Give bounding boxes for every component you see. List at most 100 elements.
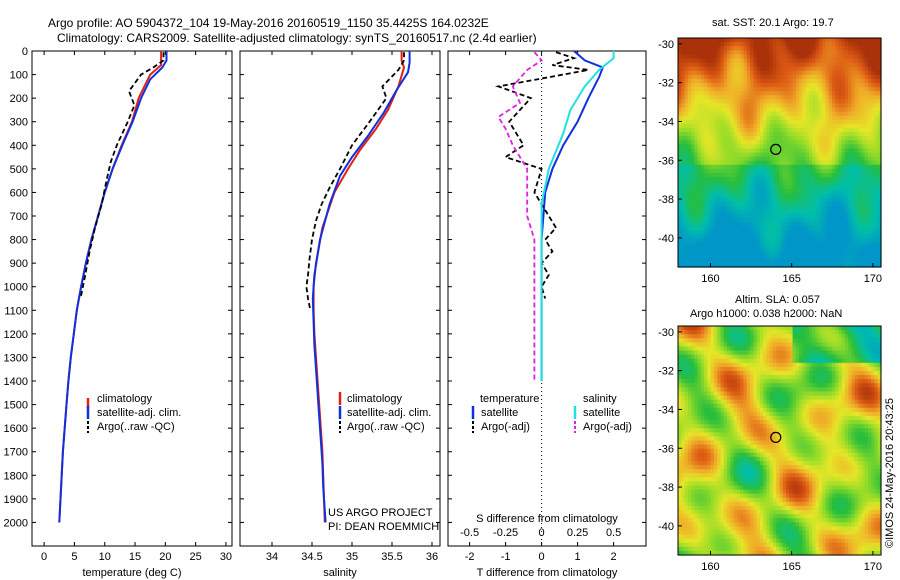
map-cell	[700, 95, 705, 100]
map-cell	[678, 420, 682, 425]
map-cell	[858, 99, 862, 105]
map-cell	[822, 205, 826, 211]
map-cell	[714, 258, 718, 264]
map-cell	[818, 82, 823, 88]
map-cell	[733, 46, 738, 51]
map-cell	[733, 54, 738, 60]
map-cell	[743, 546, 748, 552]
map-cell	[808, 144, 813, 150]
map-cell	[733, 444, 738, 450]
map-cell	[697, 497, 702, 503]
map-cell	[730, 50, 735, 55]
map-cell	[867, 123, 872, 129]
map-cell	[835, 74, 840, 80]
map-cell	[700, 428, 705, 433]
map-cell	[841, 111, 846, 117]
map-cell	[808, 66, 813, 72]
map-cell	[825, 234, 830, 239]
map-cell	[822, 50, 826, 55]
map-cell	[789, 74, 794, 80]
map-cell	[684, 87, 689, 92]
y-tick-label: 900	[10, 258, 28, 270]
map-cell	[736, 550, 741, 556]
map-cell	[704, 78, 709, 84]
map-cell	[822, 246, 826, 252]
map-cell	[681, 452, 686, 458]
map-cell	[694, 420, 699, 425]
map-cell	[740, 111, 745, 117]
map-cell	[799, 254, 804, 260]
map-cell	[704, 148, 709, 154]
map-cell	[697, 234, 702, 239]
map-cell	[779, 115, 784, 121]
map-cell	[756, 115, 761, 121]
map-cell	[808, 201, 813, 207]
map-cell	[700, 415, 705, 421]
map-cell	[779, 152, 784, 158]
map-cell	[753, 160, 758, 166]
map-cell	[720, 74, 725, 80]
map-cell	[684, 534, 689, 540]
map-cell	[818, 50, 823, 55]
map-cell	[740, 407, 745, 413]
map-cell	[730, 217, 735, 223]
map-cell	[723, 254, 728, 260]
map-cell	[786, 262, 790, 268]
map-cell	[694, 111, 699, 117]
map-cell	[805, 250, 810, 256]
map-cell	[746, 448, 751, 454]
map-cell	[815, 50, 820, 55]
map-cell	[740, 375, 745, 380]
map-cell	[740, 542, 745, 548]
map-cell	[684, 258, 689, 264]
map-cell	[733, 107, 738, 113]
map-cell	[861, 172, 866, 178]
map-cell	[714, 403, 718, 409]
map-cell	[717, 209, 722, 215]
map-cell	[733, 140, 738, 145]
map-cell	[720, 538, 725, 544]
map-cell	[733, 222, 738, 227]
map-cell	[678, 395, 682, 401]
map-cell	[831, 87, 836, 92]
map-cell	[720, 38, 725, 43]
map-frame	[677, 37, 882, 268]
map-cell	[815, 201, 820, 207]
map-cell	[835, 201, 840, 207]
map-cell	[678, 95, 682, 100]
map-cell	[750, 342, 754, 348]
map-cell	[795, 164, 800, 170]
map-cell	[844, 168, 849, 174]
map-cell	[684, 91, 689, 96]
map-cell	[851, 132, 856, 137]
map-cell	[697, 181, 702, 186]
map-cell	[730, 107, 735, 113]
map-cell	[678, 379, 682, 384]
map-cell	[691, 177, 695, 182]
map-cell	[772, 250, 777, 256]
map-cell	[681, 518, 686, 523]
map-cell	[740, 522, 745, 527]
map-cell	[753, 209, 758, 215]
map-cell	[691, 395, 695, 401]
map-cell	[730, 354, 735, 360]
map-cell	[691, 107, 695, 113]
map-cell	[684, 127, 689, 133]
map-cell	[799, 213, 804, 219]
map-cell	[733, 436, 738, 442]
map-cell	[720, 78, 725, 84]
map-cell	[746, 444, 751, 450]
map-cell	[759, 160, 764, 166]
map-cell	[694, 436, 699, 442]
map-cell	[750, 501, 754, 507]
map-cell	[710, 379, 715, 384]
map-cell	[861, 58, 866, 64]
map-cell	[714, 477, 718, 482]
map-cell	[736, 452, 741, 458]
map-cell	[848, 254, 853, 260]
map-cell	[766, 209, 771, 215]
map-cell	[779, 136, 784, 141]
map-cell	[743, 428, 748, 433]
map-cell	[710, 160, 715, 166]
map-cell	[782, 217, 787, 223]
